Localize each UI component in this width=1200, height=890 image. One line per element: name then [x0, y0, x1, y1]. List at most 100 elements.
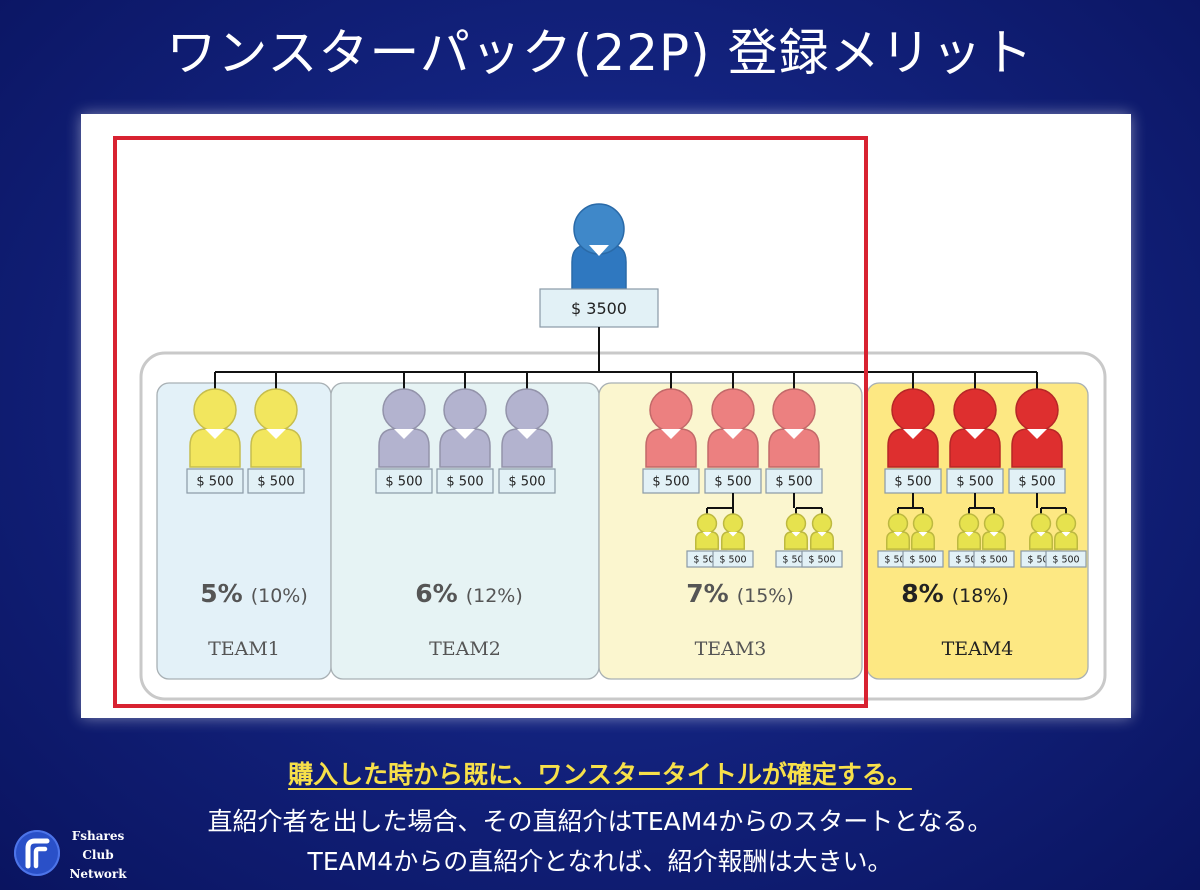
team1-rate-main: 5% — [200, 579, 242, 608]
team4-sub-c-child-2-amount: $ 500 — [1052, 554, 1079, 565]
footer-line-3: TEAM4からの直紹介となれば、紹介報酬は大きい。 — [307, 847, 893, 876]
person-collar — [791, 532, 801, 537]
person-head — [722, 513, 744, 534]
team4-member-2 — [949, 388, 1001, 468]
person-collar — [1027, 429, 1047, 439]
team4-rate-alt: (18%) — [952, 585, 1009, 607]
team3-member-2-amount: $ 500 — [714, 475, 751, 490]
person-head — [382, 388, 426, 432]
team4-sub-b-child-2-amount: $ 500 — [980, 554, 1007, 565]
person-head — [1015, 388, 1059, 432]
team2-member-3-amount: $ 500 — [508, 475, 545, 490]
top-amount-box — [539, 288, 659, 328]
team4-sub-b-child-2-amount-box — [973, 550, 1015, 568]
team3-member-3-amount: $ 500 — [775, 475, 812, 490]
team1-member-1-amount: $ 500 — [196, 475, 233, 490]
team3-sub-b-child-2-amount: $ 500 — [808, 554, 835, 565]
team3-member-2 — [707, 388, 759, 468]
team2-member-2-amount-box — [436, 468, 494, 494]
team2-member-1-amount: $ 500 — [385, 475, 422, 490]
person-head — [811, 513, 833, 534]
team2-rate: 6% (12%) — [415, 579, 523, 608]
team4-sub-a-child-1 — [886, 513, 910, 550]
team4-sub-c-child-2-amount-box — [1045, 550, 1087, 568]
person-head — [711, 388, 755, 432]
person-collar — [455, 429, 475, 439]
team4-member-2-amount: $ 500 — [956, 475, 993, 490]
team3-sub-a-child-2-amount: $ 500 — [719, 554, 746, 565]
team4-member-3 — [1011, 388, 1063, 468]
person-collar — [965, 429, 985, 439]
person-head — [953, 388, 997, 432]
team4-rate-main: 8% — [901, 579, 943, 608]
team3-sub-a-child-1-amount: $ 500 — [693, 554, 720, 565]
person-head — [649, 388, 693, 432]
person-collar — [1061, 532, 1071, 537]
team3-rate-main: 7% — [686, 579, 728, 608]
top-amount: $ 3500 — [571, 299, 627, 318]
team3-member-3-amount-box — [765, 468, 823, 494]
team4-member-1 — [887, 388, 939, 468]
team4-sub-c-child-1 — [1029, 513, 1053, 550]
person-collar — [964, 532, 974, 537]
person-head — [1055, 513, 1077, 534]
person-head — [772, 388, 816, 432]
person-collar — [784, 429, 804, 439]
team1-name: TEAM1 — [208, 638, 280, 660]
team4-sub-a-child-2-amount: $ 500 — [909, 554, 936, 565]
team4-member-2-amount-box — [946, 468, 1004, 494]
team4-sub-a-child-2 — [911, 513, 935, 550]
team2-member-3-amount-box — [498, 468, 556, 494]
team4-name: TEAM4 — [942, 638, 1014, 660]
person-collar — [989, 532, 999, 537]
fshares-logo-icon — [14, 830, 60, 876]
person-head — [505, 388, 549, 432]
top-person — [571, 203, 627, 292]
team1-member-2-amount: $ 500 — [257, 475, 294, 490]
team4-sub-b-child-2 — [982, 513, 1006, 550]
person-collar — [266, 429, 286, 439]
logo-line-2: Club — [82, 848, 114, 862]
team3-rate: 7% (15%) — [686, 579, 794, 608]
logo-line-3: Network — [69, 867, 127, 881]
team2-member-2-amount: $ 500 — [446, 475, 483, 490]
team2-member-1 — [378, 388, 430, 468]
team3-sub-a-child-2-amount-box — [712, 550, 754, 568]
person-collar — [394, 429, 414, 439]
team4-rate: 8% (18%) — [901, 579, 1009, 608]
person-head — [912, 513, 934, 534]
person-collar — [903, 429, 923, 439]
person-head — [193, 388, 237, 432]
team2-member-3 — [501, 388, 553, 468]
footer-highlight: 購入した時から既に、ワンスタータイトルが確定する。 — [0, 758, 1200, 792]
team3-sub-a-child-2 — [721, 513, 745, 550]
page-title: ワンスターパック(22P) 登録メリット — [166, 24, 1034, 82]
team1-rate-alt: (10%) — [251, 585, 308, 607]
person-head — [983, 513, 1005, 534]
person-head — [1030, 513, 1052, 534]
team2-name: TEAM2 — [429, 638, 501, 660]
person-head — [958, 513, 980, 534]
team3-sub-b-child-2-amount-box — [801, 550, 843, 568]
team4-sub-c-child-2 — [1054, 513, 1078, 550]
highlight-frame — [113, 136, 868, 708]
person-collar — [702, 532, 712, 537]
person-head — [696, 513, 718, 534]
team1-member-2-amount-box — [247, 468, 305, 494]
team4-sub-b-child-1 — [957, 513, 981, 550]
person-collar — [918, 532, 928, 537]
team1-member-2 — [250, 388, 302, 468]
team1-rate: 5% (10%) — [200, 579, 308, 608]
footer-line-1: 購入した時から既に、ワンスタータイトルが確定する。 — [288, 760, 912, 789]
team3-sub-b-child-1-amount: $ 500 — [782, 554, 809, 565]
team2-rate-alt: (12%) — [466, 585, 523, 607]
footer-line-2: 直紹介者を出した場合、その直紹介はTEAM4からのスタートとなる。 — [207, 807, 993, 836]
person-head — [785, 513, 807, 534]
team4-member-3-amount: $ 500 — [1018, 475, 1055, 490]
person-collar — [1036, 532, 1046, 537]
logo-line-1: Fshares — [71, 829, 125, 843]
team3-member-3 — [768, 388, 820, 468]
person-head — [887, 513, 909, 534]
team3-member-2-amount-box — [704, 468, 762, 494]
